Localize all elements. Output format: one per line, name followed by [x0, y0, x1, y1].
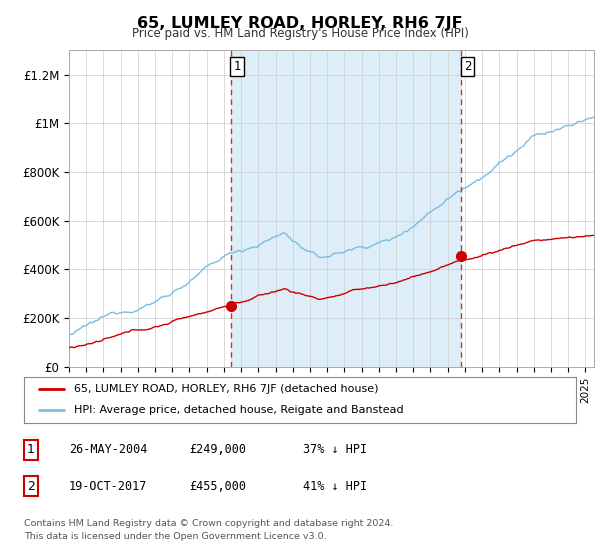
Text: 1: 1 [27, 443, 35, 456]
Text: This data is licensed under the Open Government Licence v3.0.: This data is licensed under the Open Gov… [24, 532, 326, 541]
Text: 1: 1 [233, 60, 241, 73]
Text: 19-OCT-2017: 19-OCT-2017 [69, 479, 148, 493]
Text: 65, LUMLEY ROAD, HORLEY, RH6 7JF (detached house): 65, LUMLEY ROAD, HORLEY, RH6 7JF (detach… [74, 384, 378, 394]
Text: Price paid vs. HM Land Registry's House Price Index (HPI): Price paid vs. HM Land Registry's House … [131, 27, 469, 40]
Bar [231, 50, 461, 367]
Text: 2: 2 [27, 479, 35, 493]
Text: 37% ↓ HPI: 37% ↓ HPI [303, 443, 367, 456]
Text: Contains HM Land Registry data © Crown copyright and database right 2024.: Contains HM Land Registry data © Crown c… [24, 520, 394, 529]
Text: 2: 2 [464, 60, 472, 73]
Text: £455,000: £455,000 [189, 479, 246, 493]
Text: 65, LUMLEY ROAD, HORLEY, RH6 7JF: 65, LUMLEY ROAD, HORLEY, RH6 7JF [137, 16, 463, 31]
Text: HPI: Average price, detached house, Reigate and Banstead: HPI: Average price, detached house, Reig… [74, 405, 403, 416]
Text: 41% ↓ HPI: 41% ↓ HPI [303, 479, 367, 493]
Text: £249,000: £249,000 [189, 443, 246, 456]
Text: 26-MAY-2004: 26-MAY-2004 [69, 443, 148, 456]
